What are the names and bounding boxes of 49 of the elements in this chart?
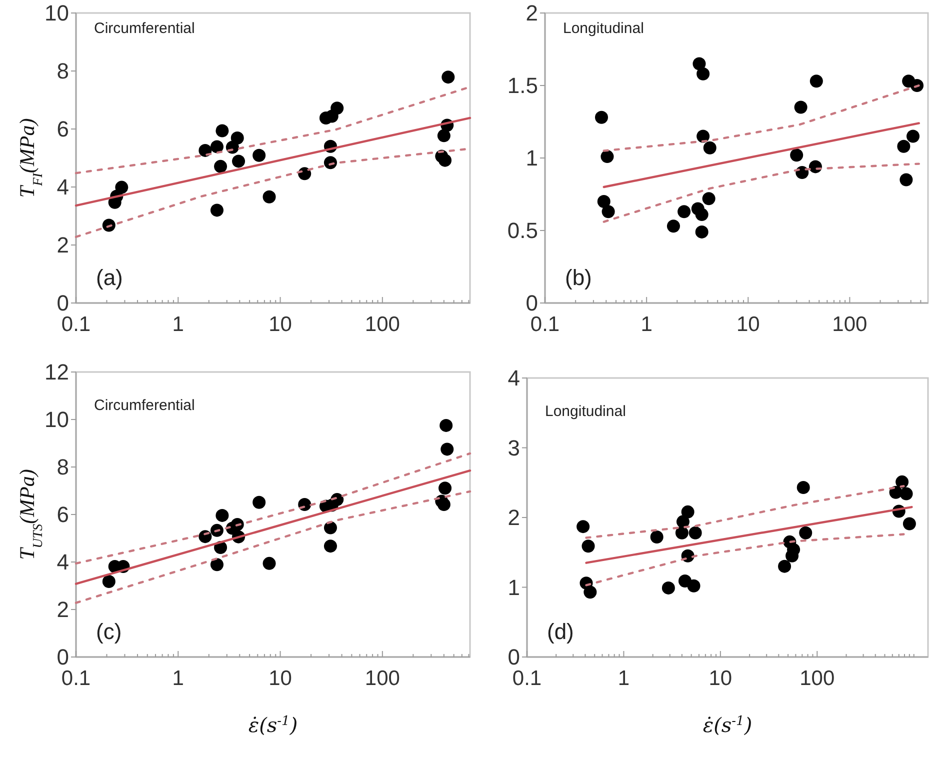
x-tick-label: 100	[364, 667, 400, 690]
annotation: (d)	[547, 619, 574, 644]
y-tick-label: 12	[44, 360, 69, 385]
x-tick-label: 100	[364, 313, 400, 336]
y-tick-label: 8	[56, 58, 69, 84]
x-tick-label: 1	[172, 667, 184, 690]
x-tick-label: 0.1	[61, 313, 91, 336]
y-tick-label: 0	[508, 644, 520, 670]
y-tick-label: 6	[56, 116, 69, 142]
y-tick-label: 0	[56, 644, 69, 670]
y-tick-label: 6	[56, 502, 69, 528]
y-tick-label: 4	[56, 174, 69, 200]
y-tick-label: 2	[526, 0, 538, 26]
y-tick-label: 2	[56, 232, 69, 258]
x-tick-label: 10	[736, 313, 760, 336]
y-tick-label: 1.5	[507, 73, 538, 98]
y-tick-label: 3	[508, 435, 520, 460]
x-tick-label: 0.1	[512, 667, 542, 690]
y-tick-label: 1	[508, 574, 520, 600]
x-tick-label: 10	[708, 667, 732, 690]
annotation: (a)	[96, 265, 123, 290]
x-axis-title: ε̇(s$^{-1}$)	[702, 713, 752, 737]
annotation: Longitudinal	[563, 20, 644, 37]
x-tick-label: 100	[832, 313, 868, 336]
annotation: (b)	[565, 265, 592, 290]
y-tick-label: 0	[526, 290, 538, 316]
x-tick-label: 1	[172, 313, 184, 336]
x-axis-title: ε̇(s$^{-1}$)	[248, 713, 298, 737]
y-tick-label: 2	[508, 505, 520, 530]
x-tick-label: 1	[640, 313, 652, 336]
y-tick-label: 0.5	[507, 218, 538, 244]
x-tick-label: 0.1	[61, 667, 91, 690]
y-tick-label: 0	[56, 290, 69, 316]
y-tick-label: 1	[526, 146, 538, 171]
y-tick-label: 4	[56, 550, 69, 575]
annotation: (c)	[96, 619, 122, 644]
y-tick-label: 2	[56, 597, 69, 622]
x-tick-label: 10	[268, 667, 292, 690]
y-tick-label: 4	[508, 366, 520, 391]
y-tick-label: 8	[56, 454, 69, 480]
x-tick-label: 1	[618, 667, 630, 690]
x-tick-label: 10	[268, 313, 292, 336]
annotation: Longitudinal	[545, 403, 626, 420]
annotation: Circumferential	[94, 20, 195, 37]
x-tick-label: 100	[800, 667, 835, 690]
y-tick-label: 10	[44, 0, 69, 26]
y-tick-label: 10	[44, 407, 69, 432]
x-tick-label: 0.1	[530, 313, 560, 336]
annotation: Circumferential	[94, 397, 195, 414]
